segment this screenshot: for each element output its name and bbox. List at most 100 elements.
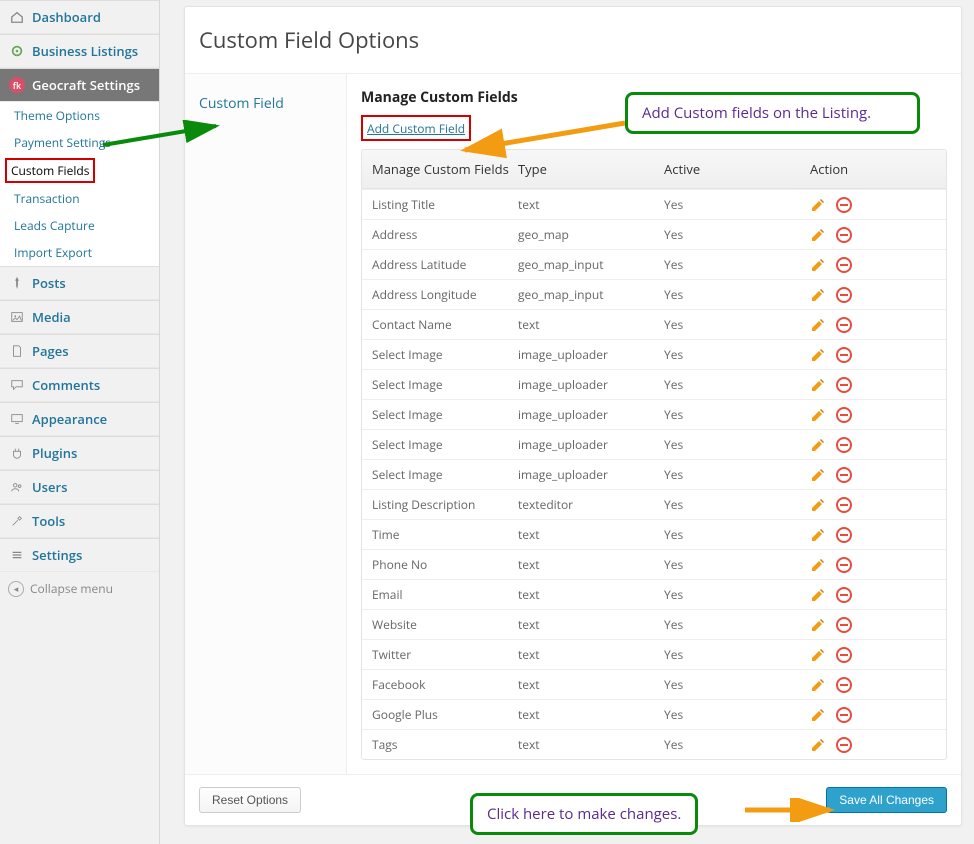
collapse-icon: ◂	[8, 581, 24, 597]
sidebar-item-appearance[interactable]: Appearance	[0, 402, 159, 436]
cell-name: Twitter	[372, 646, 518, 663]
cell-name: Select Image	[372, 406, 518, 423]
add-custom-field-link[interactable]: Add Custom Field	[367, 120, 465, 137]
sidebar-sub-theme-options[interactable]: Theme Options	[0, 102, 159, 129]
sidebar-item-business-listings[interactable]: Business Listings	[0, 34, 159, 68]
delete-icon[interactable]	[836, 497, 852, 513]
sidebar-sub-import-export[interactable]: Import Export	[0, 239, 159, 266]
edit-icon[interactable]	[810, 347, 826, 363]
sidebar-item-tools[interactable]: Tools	[0, 504, 159, 538]
delete-icon[interactable]	[836, 437, 852, 453]
cell-type: text	[518, 646, 664, 663]
cell-name: Select Image	[372, 346, 518, 363]
table-row: Phone NotextYes	[362, 549, 946, 579]
cell-type: text	[518, 556, 664, 573]
edit-icon[interactable]	[810, 737, 826, 753]
collapse-menu[interactable]: ◂ Collapse menu	[0, 572, 159, 605]
sidebar-item-dashboard[interactable]: Dashboard	[0, 0, 159, 34]
cell-active: Yes	[664, 586, 810, 603]
sidebar-item-media[interactable]: Media	[0, 300, 159, 334]
sidebar-item-pages[interactable]: Pages	[0, 334, 159, 368]
edit-icon[interactable]	[810, 677, 826, 693]
cell-name: Listing Title	[372, 196, 518, 213]
th-type: Type	[518, 160, 664, 178]
edit-icon[interactable]	[810, 257, 826, 273]
th-action: Action	[810, 160, 936, 178]
edit-icon[interactable]	[810, 197, 826, 213]
edit-icon[interactable]	[810, 287, 826, 303]
edit-icon[interactable]	[810, 497, 826, 513]
delete-icon[interactable]	[836, 527, 852, 543]
edit-icon[interactable]	[810, 227, 826, 243]
cell-active: Yes	[664, 676, 810, 693]
delete-icon[interactable]	[836, 197, 852, 213]
delete-icon[interactable]	[836, 347, 852, 363]
sidebar-sub-transaction[interactable]: Transaction	[0, 185, 159, 212]
cell-name: Select Image	[372, 376, 518, 393]
edit-icon[interactable]	[810, 617, 826, 633]
delete-icon[interactable]	[836, 467, 852, 483]
delete-icon[interactable]	[836, 227, 852, 243]
edit-icon[interactable]	[810, 407, 826, 423]
edit-icon[interactable]	[810, 557, 826, 573]
cell-type: text	[518, 706, 664, 723]
sidebar-sub-payment-settings[interactable]: Payment Settings	[0, 129, 159, 156]
delete-icon[interactable]	[836, 617, 852, 633]
cell-name: Time	[372, 526, 518, 543]
edit-icon[interactable]	[810, 707, 826, 723]
cell-active: Yes	[664, 556, 810, 573]
cell-name: Contact Name	[372, 316, 518, 333]
table-row: TwittertextYes	[362, 639, 946, 669]
settings-icon	[8, 547, 26, 563]
cell-type: text	[518, 526, 664, 543]
delete-icon[interactable]	[836, 257, 852, 273]
delete-icon[interactable]	[836, 647, 852, 663]
sidebar-sub-leads-capture[interactable]: Leads Capture	[0, 212, 159, 239]
home-icon	[8, 9, 26, 25]
edit-icon[interactable]	[810, 377, 826, 393]
cell-active: Yes	[664, 646, 810, 663]
delete-icon[interactable]	[836, 377, 852, 393]
tab-custom-field[interactable]: Custom Field	[185, 86, 346, 121]
sidebar-item-geocraft-settings[interactable]: fkGeocraft Settings	[0, 68, 159, 102]
delete-icon[interactable]	[836, 287, 852, 303]
comment-icon	[8, 377, 26, 393]
appearance-icon	[8, 411, 26, 427]
cell-active: Yes	[664, 496, 810, 513]
callout-bottom: Click here to make changes.	[470, 793, 698, 835]
cell-active: Yes	[664, 526, 810, 543]
cell-active: Yes	[664, 466, 810, 483]
sidebar-item-users[interactable]: Users	[0, 470, 159, 504]
delete-icon[interactable]	[836, 557, 852, 573]
delete-icon[interactable]	[836, 707, 852, 723]
edit-icon[interactable]	[810, 437, 826, 453]
target-icon	[8, 43, 26, 59]
sidebar-sub-custom-fields[interactable]: Custom Fields	[5, 158, 95, 183]
table-row: Listing TitletextYes	[362, 189, 946, 219]
delete-icon[interactable]	[836, 737, 852, 753]
th-name: Manage Custom Fields	[372, 160, 518, 178]
edit-icon[interactable]	[810, 467, 826, 483]
sidebar-item-comments[interactable]: Comments	[0, 368, 159, 402]
add-custom-field-box: Add Custom Field	[361, 115, 471, 141]
edit-icon[interactable]	[810, 527, 826, 543]
table-row: Listing DescriptiontexteditorYes	[362, 489, 946, 519]
delete-icon[interactable]	[836, 317, 852, 333]
sidebar-item-posts[interactable]: Posts	[0, 266, 159, 300]
edit-icon[interactable]	[810, 587, 826, 603]
delete-icon[interactable]	[836, 407, 852, 423]
cell-type: texteditor	[518, 496, 664, 513]
edit-icon[interactable]	[810, 647, 826, 663]
delete-icon[interactable]	[836, 677, 852, 693]
cell-active: Yes	[664, 256, 810, 273]
sidebar-item-settings[interactable]: Settings	[0, 538, 159, 572]
save-all-changes-button[interactable]: Save All Changes	[826, 787, 947, 813]
delete-icon[interactable]	[836, 587, 852, 603]
sidebar-item-plugins[interactable]: Plugins	[0, 436, 159, 470]
table-row: Google PlustextYes	[362, 699, 946, 729]
edit-icon[interactable]	[810, 317, 826, 333]
cell-name: Google Plus	[372, 706, 518, 723]
reset-options-button[interactable]: Reset Options	[199, 787, 301, 813]
users-icon	[8, 479, 26, 495]
table-row: Addressgeo_mapYes	[362, 219, 946, 249]
